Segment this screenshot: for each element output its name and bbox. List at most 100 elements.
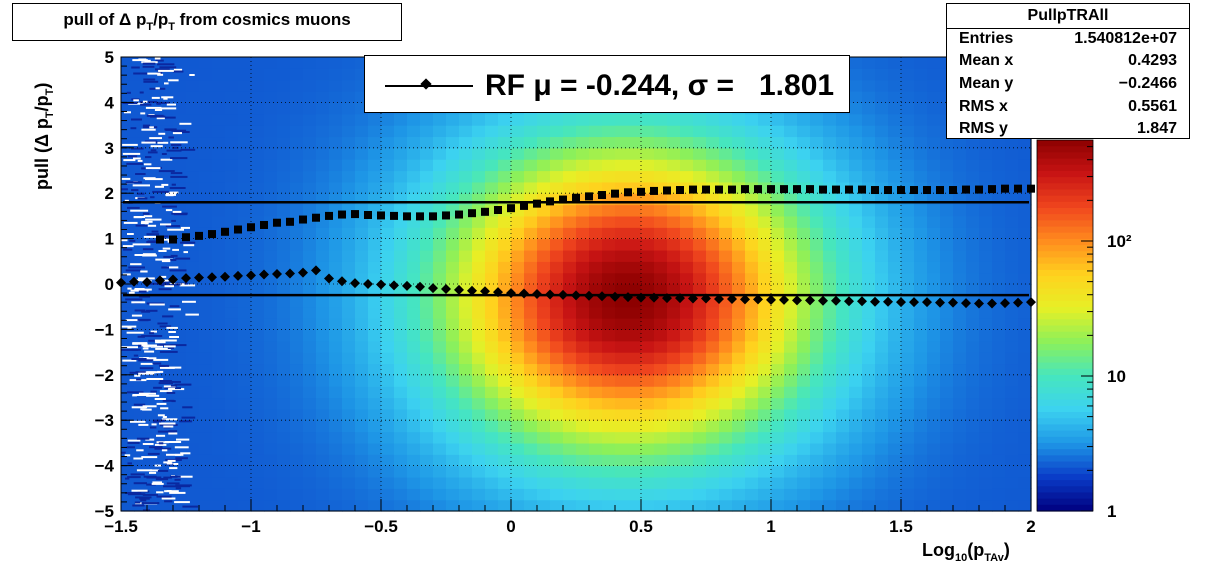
heatmap-cell [355, 397, 369, 410]
heatmap-cell [888, 249, 902, 262]
heatmap-cell [927, 397, 941, 410]
heatmap-cell [901, 408, 915, 421]
heatmap-cell [680, 284, 694, 296]
heatmap-cell [641, 136, 655, 149]
heatmap-cell [277, 295, 291, 308]
heatmap-cell [589, 454, 603, 467]
sparse-bin [123, 248, 133, 251]
heatmap-cell [524, 284, 538, 296]
heatmap-cell [498, 386, 512, 399]
heatmap-cell [316, 431, 330, 444]
heatmap-cell [849, 374, 863, 387]
heatmap-cell [251, 102, 265, 115]
heatmap-cell [745, 476, 759, 489]
heatmap-cell [329, 193, 343, 206]
heatmap-cell [875, 215, 889, 228]
heatmap-cell [394, 363, 408, 376]
heatmap-cell [173, 272, 187, 285]
heatmap-cell [797, 238, 811, 251]
heatmap-cell [927, 420, 941, 433]
heatmap-cell [446, 397, 460, 410]
sparse-bin [135, 224, 148, 227]
heatmap-cell [680, 215, 694, 228]
heatmap-cell [264, 329, 278, 342]
heatmap-cell [160, 272, 174, 285]
heatmap-cell [758, 306, 772, 319]
heatmap-cell [914, 272, 928, 285]
heatmap-cell [498, 113, 512, 126]
heatmap-cell [979, 363, 993, 376]
heatmap-cell [563, 113, 577, 126]
heatmap-cell [979, 476, 993, 489]
heatmap-cell [602, 238, 616, 251]
palette-band [1037, 387, 1093, 395]
heatmap-cell [823, 215, 837, 228]
heatmap-cell [966, 170, 980, 183]
mu-point [675, 293, 685, 304]
heatmap-cell [264, 476, 278, 489]
heatmap-cell [446, 340, 460, 353]
heatmap-cell [628, 397, 642, 410]
heatmap-cell [680, 318, 694, 330]
heatmap-cell [862, 420, 876, 433]
heatmap-cell [745, 227, 759, 240]
heatmap-cell [875, 386, 889, 399]
heatmap-cell [394, 476, 408, 489]
heatmap-cell [316, 91, 330, 103]
heatmap-cell [537, 306, 551, 319]
heatmap-cell [589, 181, 603, 194]
heatmap-cell [940, 454, 954, 467]
heatmap-cell [784, 295, 798, 308]
heatmap-cell [446, 408, 460, 421]
heatmap-cell [771, 465, 785, 478]
heatmap-cell [433, 261, 447, 274]
heatmap-cell [524, 340, 538, 353]
sigma-point [585, 192, 593, 201]
heatmap-cell [381, 238, 395, 251]
heatmap-cell [121, 306, 135, 319]
heatmap-cell [927, 386, 941, 399]
heatmap-cell [784, 454, 798, 467]
heatmap-cell [966, 352, 980, 365]
heatmap-cell [654, 431, 668, 444]
heatmap-cell [732, 295, 746, 308]
heatmap-cell [628, 420, 642, 433]
mu-point [987, 298, 997, 309]
heatmap-cell [810, 465, 824, 478]
heatmap-cell [628, 318, 642, 330]
heatmap-cell [875, 57, 889, 69]
palette-band [1037, 467, 1093, 475]
heatmap-cell [797, 363, 811, 376]
heatmap-cell [966, 193, 980, 206]
heatmap-cell [394, 329, 408, 342]
heatmap-cell [355, 340, 369, 353]
heatmap-cell [407, 352, 421, 365]
sparse-bin [158, 382, 174, 385]
heatmap-cell [940, 159, 954, 172]
heatmap-cell [966, 499, 980, 512]
heatmap-cell [160, 408, 174, 421]
heatmap-cell [381, 374, 395, 387]
heatmap-cell [940, 340, 954, 353]
heatmap-cell [641, 374, 655, 387]
heatmap-cell [264, 454, 278, 467]
heatmap-cell [537, 431, 551, 444]
heatmap-cell [173, 204, 187, 217]
heatmap-cell [485, 363, 499, 376]
sparse-bin [151, 482, 164, 485]
heatmap-cell [420, 499, 434, 512]
heatmap-cell [589, 261, 603, 274]
sparse-bin [160, 223, 172, 226]
heatmap-cell [394, 306, 408, 319]
sparse-bin [149, 469, 160, 472]
sparse-bin [166, 103, 176, 106]
heatmap-cell [823, 306, 837, 319]
heatmap-cell [186, 170, 200, 183]
sparse-bin [138, 371, 156, 374]
heatmap-cell [225, 215, 239, 228]
heatmap-cell [680, 261, 694, 274]
sparse-bin [149, 303, 165, 306]
heatmap-cell [563, 363, 577, 376]
heatmap-cell [355, 215, 369, 228]
heatmap-cell [901, 499, 915, 512]
